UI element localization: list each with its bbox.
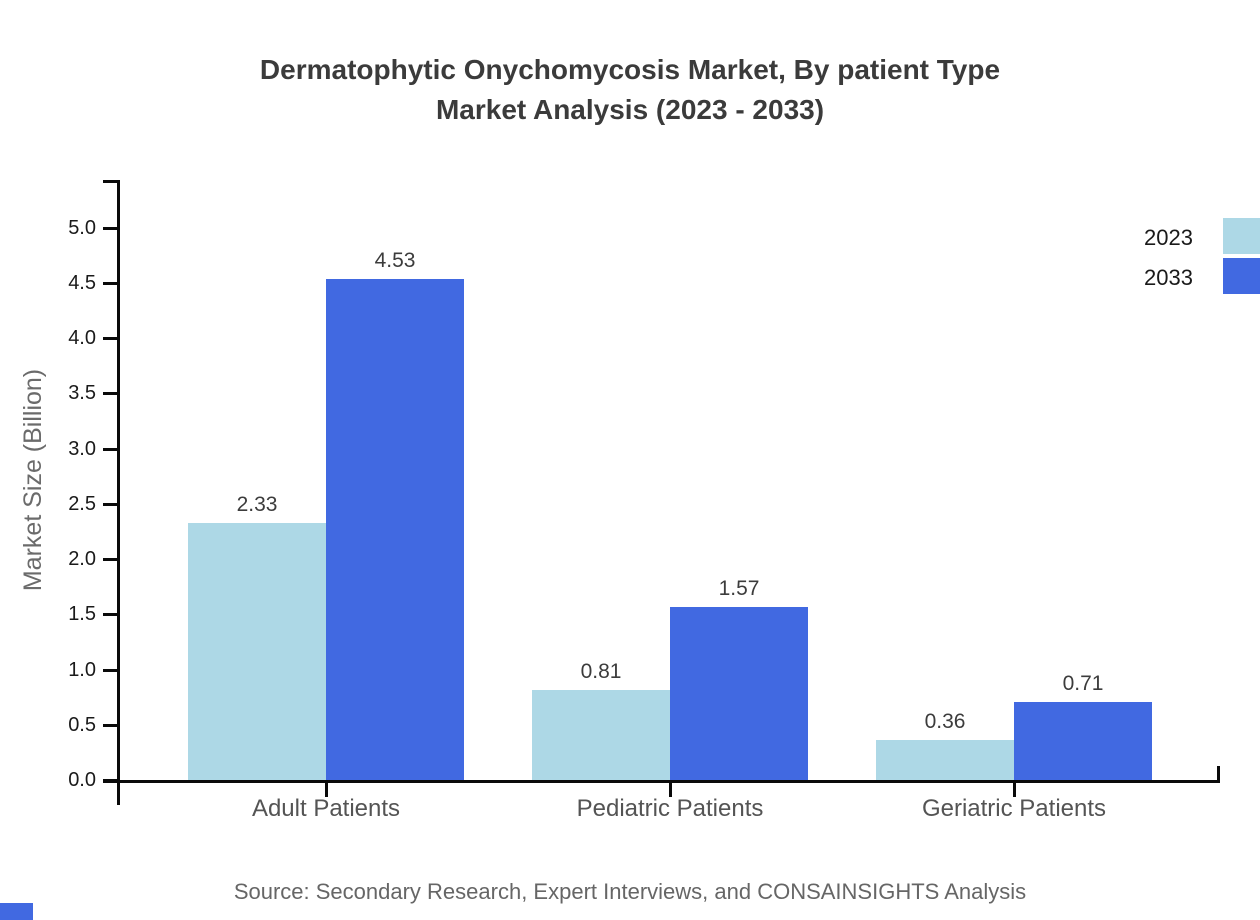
source-note: Source: Secondary Research, Expert Inter… <box>233 879 1027 904</box>
bar-2033-pediatric-patients <box>670 607 808 780</box>
legend-label-2023: 2023 <box>1144 225 1193 250</box>
y-axis-tick <box>103 227 119 230</box>
x-axis-label-pediatric-patients: Pediatric Patients <box>576 795 764 822</box>
x-axis-tick <box>325 780 328 797</box>
chart-title-line1: Dermatophytic Onychomycosis Market, By p… <box>259 54 1001 85</box>
y-axis-tick <box>103 724 119 727</box>
y-axis-tick-label: 4.0 <box>68 327 96 349</box>
x-axis-tick <box>669 780 672 797</box>
y-axis-line <box>117 180 120 805</box>
y-axis-tick-label: 5.0 <box>68 217 96 239</box>
bar-2023-adult-patients <box>188 523 326 780</box>
y-axis-tick <box>103 779 119 782</box>
y-axis-tick <box>103 503 119 506</box>
y-axis-tick <box>103 669 119 672</box>
y-axis-tick <box>103 558 119 561</box>
x-axis-label-adult-patients: Adult Patients <box>251 795 401 822</box>
y-axis-tick <box>103 337 119 340</box>
y-axis-tick <box>103 282 119 285</box>
x-axis-right-cap <box>1217 766 1220 783</box>
y-axis-tick-label: 1.5 <box>68 603 96 625</box>
y-axis-tick <box>103 392 119 395</box>
legend-swatch-2023 <box>1223 218 1260 254</box>
y-axis-tick-label: 2.0 <box>68 548 96 570</box>
bar-value-2033-geriatric-patients: 0.71 <box>1062 672 1104 695</box>
y-axis-tick <box>103 613 119 616</box>
x-axis-label-geriatric-patients: Geriatric Patients <box>921 795 1107 822</box>
bar-2023-pediatric-patients <box>532 690 670 780</box>
chart-title: Dermatophytic Onychomycosis Market, By p… <box>0 50 1260 130</box>
x-axis-tick <box>1013 780 1016 797</box>
chart-title-line2: Market Analysis (2023 - 2033) <box>435 94 825 125</box>
y-axis-title: Market Size (Billion) <box>19 368 47 592</box>
bar-value-2033-pediatric-patients: 1.57 <box>718 577 760 600</box>
y-axis-top-cap <box>103 180 120 183</box>
bar-value-2023-geriatric-patients: 0.36 <box>924 710 966 733</box>
y-axis-tick-label: 3.0 <box>68 438 96 460</box>
y-axis-tick <box>103 448 119 451</box>
y-axis-tick-label: 0.5 <box>68 714 96 736</box>
x-axis-line <box>103 780 1220 783</box>
y-axis-tick-label: 3.5 <box>68 382 96 404</box>
bar-value-2023-pediatric-patients: 0.81 <box>580 660 622 683</box>
bar-value-2023-adult-patients: 2.33 <box>236 493 278 516</box>
legend-swatch-2033 <box>1223 258 1260 294</box>
legend-label-2033: 2033 <box>1144 265 1193 290</box>
y-axis-tick-label: 1.0 <box>68 659 96 681</box>
bar-2033-geriatric-patients <box>1014 702 1152 780</box>
y-axis-tick-label: 0.0 <box>68 769 96 791</box>
bar-2023-geriatric-patients <box>876 740 1014 780</box>
bar-value-2033-adult-patients: 4.53 <box>374 249 416 272</box>
watermark-square <box>0 903 33 920</box>
y-axis-tick-label: 4.5 <box>68 272 96 294</box>
bar-2033-adult-patients <box>326 279 464 780</box>
y-axis-tick-label: 2.5 <box>68 493 96 515</box>
